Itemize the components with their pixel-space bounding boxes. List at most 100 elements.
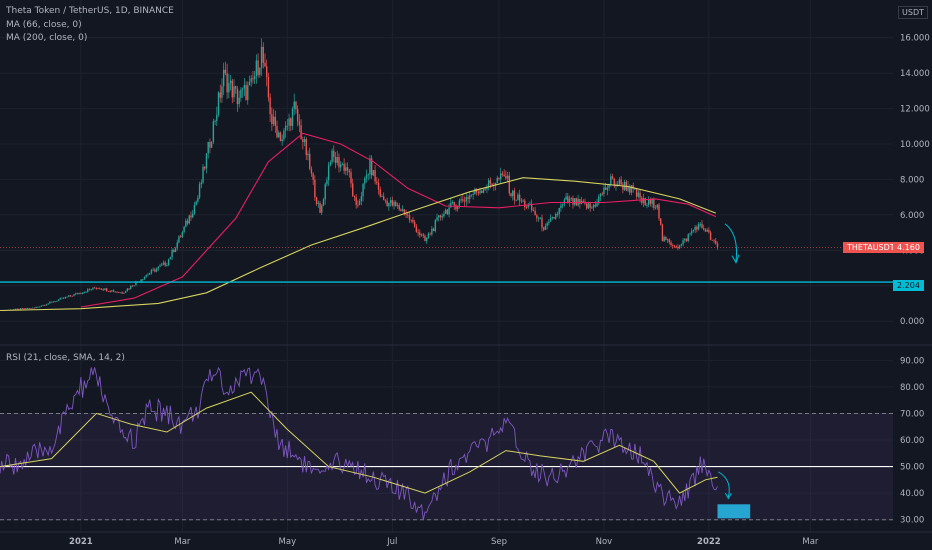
candle (119, 292, 122, 294)
candle (479, 190, 481, 194)
candle (565, 196, 567, 200)
candle (40, 305, 42, 307)
candle (703, 228, 705, 230)
candle (376, 181, 378, 183)
candle (173, 249, 175, 253)
candle (543, 227, 545, 230)
candle (620, 179, 622, 185)
rsi-line (0, 366, 718, 520)
candle (512, 190, 514, 196)
rsi-ma-line (0, 391, 718, 494)
candle (255, 60, 258, 76)
candle (355, 197, 357, 205)
candle (279, 132, 282, 142)
candle (438, 215, 440, 218)
candle (474, 188, 476, 195)
candle (530, 203, 533, 211)
candle (422, 234, 424, 236)
candle (83, 291, 86, 293)
candle (489, 180, 492, 184)
candle (278, 132, 280, 138)
candle (560, 205, 562, 208)
candle (324, 184, 326, 200)
candle (350, 172, 352, 184)
candle (381, 196, 383, 198)
candle (692, 230, 695, 231)
candle (603, 187, 605, 195)
candle (456, 205, 459, 210)
candle (661, 224, 664, 242)
ma-200-line (0, 177, 717, 312)
candle (598, 196, 600, 204)
candle (604, 187, 607, 190)
candle (49, 301, 51, 304)
candle (343, 163, 345, 171)
candle (205, 153, 208, 169)
candle (150, 270, 153, 274)
candle (534, 210, 536, 216)
candle (240, 89, 242, 98)
candle (274, 116, 276, 127)
candle (386, 200, 388, 207)
currency-badge[interactable]: USDT (898, 6, 928, 19)
candle (654, 207, 657, 209)
candle (162, 262, 165, 265)
candle (407, 214, 409, 216)
ma-slow-legend[interactable]: MA (200, close, 0) (6, 33, 88, 43)
candle (460, 199, 462, 201)
candle (424, 235, 426, 242)
candle (118, 292, 120, 293)
candle (217, 92, 220, 115)
candle (400, 209, 402, 211)
candle (377, 182, 380, 190)
candle (341, 163, 344, 165)
candle (42, 304, 44, 306)
candle (73, 294, 75, 296)
candle (403, 209, 406, 214)
candle (179, 236, 182, 238)
candle (582, 200, 584, 202)
candle (19, 308, 22, 310)
candle (369, 158, 371, 175)
candle (443, 213, 445, 217)
candle (326, 180, 328, 185)
candle (494, 182, 497, 186)
candle (209, 141, 211, 148)
candle (224, 69, 227, 74)
symbol-tag: THETAUSDT (843, 242, 899, 253)
candle (21, 308, 24, 310)
candle (148, 273, 151, 275)
candle (71, 295, 73, 297)
candle (539, 217, 541, 219)
candle (85, 291, 87, 293)
ma-66-line (80, 132, 717, 308)
candle (697, 223, 700, 230)
candle (216, 114, 218, 121)
support-price-tag: 2.204 (893, 280, 924, 291)
rsi-target-box (717, 504, 751, 519)
candle (107, 290, 110, 292)
rsi-axis-tick-label: 90.00 (900, 356, 924, 366)
candle (47, 303, 49, 305)
candle (553, 217, 555, 219)
ma-fast-legend[interactable]: MA (66, close, 0) (6, 20, 82, 30)
rsi-forecast-arrow-icon (718, 471, 730, 498)
price-axis-tick-label: 12.000 (900, 105, 930, 115)
candle (677, 247, 679, 249)
rsi-legend[interactable]: RSI (21, close, SMA, 14, 2) (6, 353, 125, 363)
candle (247, 85, 249, 100)
candle (33, 307, 36, 309)
candle (353, 195, 356, 198)
candle (222, 69, 225, 87)
candle (80, 292, 82, 294)
candle (508, 175, 511, 194)
candle (596, 203, 598, 207)
candle (296, 109, 299, 122)
candle (302, 139, 304, 143)
candle (61, 297, 63, 299)
candle (601, 193, 603, 195)
time-axis-tick-label: 2022 (697, 537, 721, 547)
candle (364, 178, 366, 184)
candle (696, 226, 698, 230)
